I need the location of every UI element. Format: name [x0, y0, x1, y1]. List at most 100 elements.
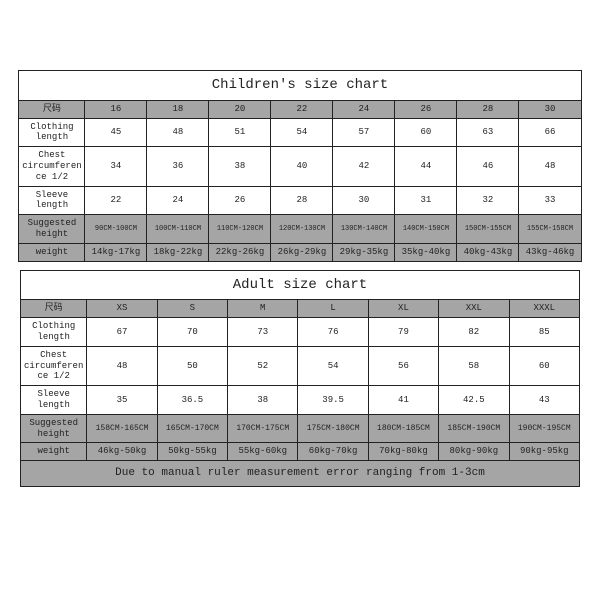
cell: 41 — [368, 386, 438, 415]
cell: 73 — [228, 318, 298, 347]
cell: 36.5 — [157, 386, 227, 415]
cell: 40kg-43kg — [457, 243, 519, 261]
size-col: 20 — [209, 100, 271, 118]
cell: 55kg-60kg — [228, 443, 298, 461]
cell: 14kg-17kg — [85, 243, 147, 261]
size-col: XXL — [439, 300, 509, 318]
table-row: Suggested height 90CM-100CM 100CM-110CM … — [19, 215, 581, 244]
cell: 38 — [228, 386, 298, 415]
table-row: Suggested height 158CM-165CM 165CM-170CM… — [21, 414, 580, 443]
cell: 80kg-90kg — [439, 443, 509, 461]
cell: 100CM-110CM — [147, 215, 209, 244]
row-label: Sleeve length — [19, 186, 85, 215]
cell: 79 — [368, 318, 438, 347]
children-header-row: 尺码 16 18 20 22 24 26 28 30 — [19, 100, 581, 118]
row-label: weight — [21, 443, 87, 461]
cell: 30 — [333, 186, 395, 215]
cell: 50 — [157, 346, 227, 385]
cell: 42.5 — [439, 386, 509, 415]
cell: 22 — [85, 186, 147, 215]
cell: 158CM-165CM — [87, 414, 157, 443]
cell: 130CM-140CM — [333, 215, 395, 244]
cell: 50kg-55kg — [157, 443, 227, 461]
size-col: XXXL — [509, 300, 580, 318]
cell: 26kg-29kg — [271, 243, 333, 261]
size-col: 18 — [147, 100, 209, 118]
cell: 60 — [395, 118, 457, 147]
cell: 70kg-80kg — [368, 443, 438, 461]
cell: 170CM-175CM — [228, 414, 298, 443]
cell: 51 — [209, 118, 271, 147]
cell: 34 — [85, 147, 147, 186]
cell: 60 — [509, 346, 580, 385]
table-row: Clothing length 67 70 73 76 79 82 85 — [21, 318, 580, 347]
cell: 48 — [519, 147, 581, 186]
cell: 60kg-70kg — [298, 443, 368, 461]
cell: 40 — [271, 147, 333, 186]
size-label: 尺码 — [19, 100, 85, 118]
cell: 28 — [271, 186, 333, 215]
cell: 110CM-120CM — [209, 215, 271, 244]
cell: 185CM-190CM — [439, 414, 509, 443]
size-col: S — [157, 300, 227, 318]
cell: 140CM-150CM — [395, 215, 457, 244]
table-row: weight 46kg-50kg 50kg-55kg 55kg-60kg 60k… — [21, 443, 580, 461]
cell: 57 — [333, 118, 395, 147]
cell: 26 — [209, 186, 271, 215]
cell: 33 — [519, 186, 581, 215]
cell: 22kg-26kg — [209, 243, 271, 261]
row-label: weight — [19, 243, 85, 261]
cell: 54 — [271, 118, 333, 147]
size-col: M — [228, 300, 298, 318]
size-col: XS — [87, 300, 157, 318]
table-row: Chest circumference 1/2 48 50 52 54 56 5… — [21, 346, 580, 385]
size-col: 30 — [519, 100, 581, 118]
cell: 76 — [298, 318, 368, 347]
measurement-note: Due to manual ruler measurement error ra… — [21, 461, 580, 487]
cell: 54 — [298, 346, 368, 385]
cell: 52 — [228, 346, 298, 385]
cell: 175CM-180CM — [298, 414, 368, 443]
cell: 29kg-35kg — [333, 243, 395, 261]
cell: 63 — [457, 118, 519, 147]
cell: 48 — [147, 118, 209, 147]
cell: 24 — [147, 186, 209, 215]
cell: 43kg-46kg — [519, 243, 581, 261]
adult-size-table: Adult size chart 尺码 XS S M L XL XXL XXXL… — [20, 270, 580, 488]
cell: 56 — [368, 346, 438, 385]
cell: 45 — [85, 118, 147, 147]
cell: 90kg-95kg — [509, 443, 580, 461]
cell: 32 — [457, 186, 519, 215]
table-row: weight 14kg-17kg 18kg-22kg 22kg-26kg 26k… — [19, 243, 581, 261]
size-col: L — [298, 300, 368, 318]
cell: 67 — [87, 318, 157, 347]
cell: 38 — [209, 147, 271, 186]
note-row: Due to manual ruler measurement error ra… — [21, 461, 580, 487]
children-title: Children's size chart — [19, 71, 581, 101]
cell: 58 — [439, 346, 509, 385]
size-col: 24 — [333, 100, 395, 118]
cell: 150CM-155CM — [457, 215, 519, 244]
cell: 82 — [439, 318, 509, 347]
cell: 90CM-100CM — [85, 215, 147, 244]
cell: 85 — [509, 318, 580, 347]
size-col: 28 — [457, 100, 519, 118]
size-label: 尺码 — [21, 300, 87, 318]
row-label: Clothing length — [21, 318, 87, 347]
size-col: XL — [368, 300, 438, 318]
cell: 43 — [509, 386, 580, 415]
row-label: Chest circumference 1/2 — [21, 346, 87, 385]
cell: 70 — [157, 318, 227, 347]
size-col: 16 — [85, 100, 147, 118]
cell: 180CM-185CM — [368, 414, 438, 443]
cell: 66 — [519, 118, 581, 147]
adult-title: Adult size chart — [21, 270, 580, 300]
children-size-table: Children's size chart 尺码 16 18 20 22 24 … — [18, 70, 581, 262]
row-label: Suggested height — [19, 215, 85, 244]
table-row: Sleeve length 35 36.5 38 39.5 41 42.5 43 — [21, 386, 580, 415]
cell: 36 — [147, 147, 209, 186]
cell: 165CM-170CM — [157, 414, 227, 443]
cell: 35kg-40kg — [395, 243, 457, 261]
cell: 39.5 — [298, 386, 368, 415]
cell: 120CM-130CM — [271, 215, 333, 244]
